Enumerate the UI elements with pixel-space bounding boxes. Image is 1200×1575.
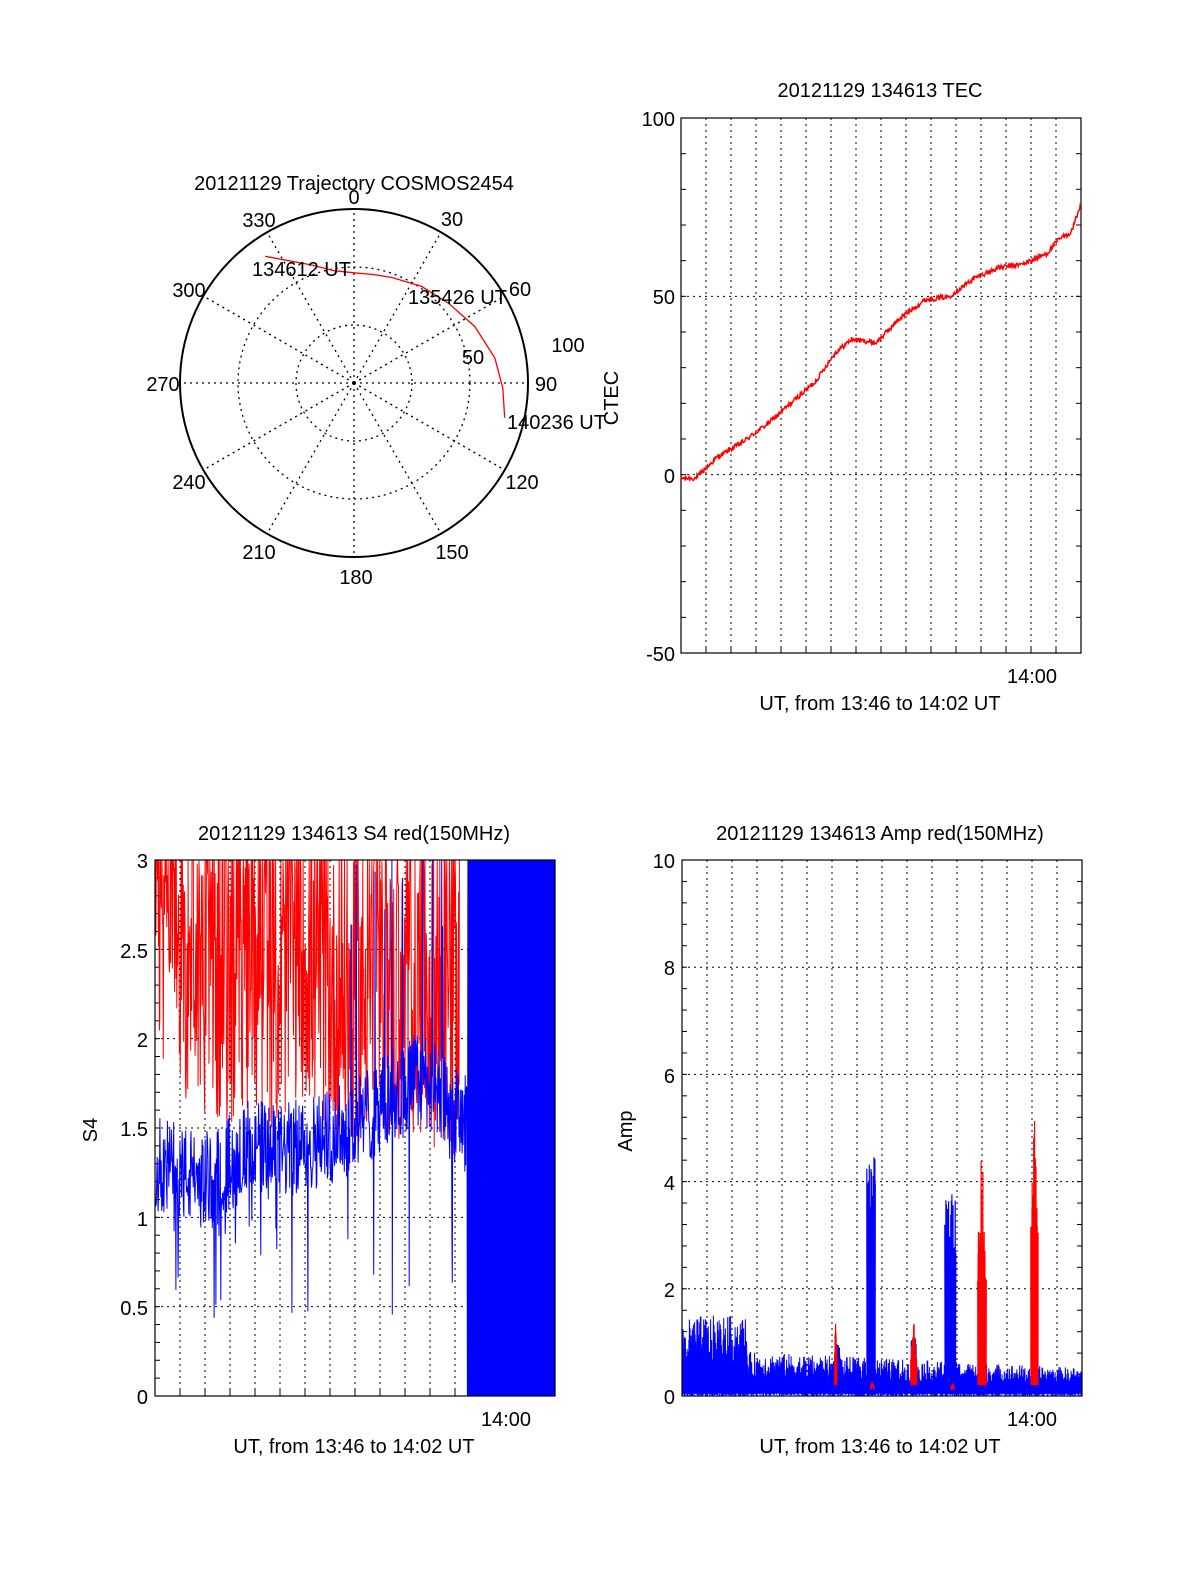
polar-spoke [353, 382, 506, 471]
polar-time-annotations: 134612 UT 135426 UT 140236 UT [252, 259, 606, 434]
tec-ytick-50: 50 [653, 287, 675, 309]
s4-ytick-1.5: 1.5 [120, 1119, 148, 1141]
s4-ytick-2.5: 2.5 [120, 941, 148, 963]
s4-red-series [154, 858, 460, 1167]
amp-chart: 20121129 134613 Amp red(150MHz) 10 8 6 4… [615, 823, 1083, 1458]
amp-ytick-2: 2 [664, 1280, 675, 1302]
polar-spoke [353, 231, 442, 384]
polar-spoke [266, 382, 355, 535]
polar-elevation-ring [295, 324, 413, 442]
s4-red-line [154, 858, 460, 1167]
s4-plot-frame [154, 859, 556, 1397]
tec-chart: 20121129 134613 TEC 100 50 0 -50 14:00 U… [601, 80, 1082, 715]
polar-title: 20121129 Trajectory COSMOS2454 [194, 173, 514, 195]
azimuth-label-0: 0 [348, 187, 359, 209]
amp-blue-series [681, 1157, 1083, 1397]
amp-red-series [833, 1121, 1039, 1391]
amp-red-burst [869, 1381, 875, 1390]
amp-ylabel: Amp [615, 1110, 637, 1151]
s4-ytick-0: 0 [137, 1387, 148, 1409]
s4-ytick-2: 2 [137, 1030, 148, 1052]
tec-ytick-neg50: -50 [646, 644, 675, 666]
tec-plot-frame [680, 117, 1082, 654]
trajectory-line [265, 255, 506, 418]
annotation-135426: 135426 UT [408, 287, 507, 309]
polar-elevation-ring [237, 266, 471, 500]
amp-red-burst [1030, 1121, 1039, 1386]
s4-xtick-1400: 14:00 [481, 1409, 531, 1431]
amp-ytick-10: 10 [653, 851, 675, 873]
azimuth-label-30: 30 [441, 209, 463, 231]
s4-ytick-1: 1 [137, 1209, 148, 1231]
azimuth-label-330: 330 [242, 210, 275, 232]
azimuth-label-180: 180 [339, 567, 372, 589]
tec-ytick-100: 100 [642, 109, 675, 131]
amp-ytick-6: 6 [664, 1066, 675, 1088]
polar-spoke [202, 382, 355, 471]
amp-blue-burst [866, 1157, 876, 1391]
amp-plot-frame [681, 859, 1083, 1397]
annotation-140236: 140236 UT [507, 412, 606, 434]
azimuth-label-90: 90 [535, 374, 557, 396]
amp-xlabel: UT, from 13:46 to 14:02 UT [759, 1436, 1000, 1458]
amp-red-burst [910, 1323, 918, 1386]
amp-ytick-0: 0 [664, 1387, 675, 1409]
tec-xtick-1400: 14:00 [1007, 666, 1057, 688]
tec-ytick-0: 0 [664, 466, 675, 488]
ring-label-100: 100 [551, 335, 584, 357]
amp-ytick-8: 8 [664, 958, 675, 980]
azimuth-label-300: 300 [172, 280, 205, 302]
tec-ylabel: CTEC [601, 371, 623, 425]
amp-red-burst [950, 1383, 955, 1391]
amp-blue-burst [944, 1194, 957, 1391]
annotation-134612: 134612 UT [252, 259, 351, 281]
s4-title: 20121129 134613 S4 red(150MHz) [198, 823, 510, 845]
s4-chart: 20121129 134613 S4 red(150MHz) 3 2.5 2 1… [80, 823, 556, 1458]
s4-xlabel: UT, from 13:46 to 14:02 UT [233, 1436, 474, 1458]
polar-spoke [353, 295, 506, 384]
s4-ylabel: S4 [80, 1118, 102, 1142]
polar-grid [180, 209, 528, 557]
polar-spoke [202, 295, 355, 384]
polar-outer-ring [179, 208, 529, 558]
polar-chart: 20121129 Trajectory COSMOS2454 0 30 60 9… [146, 173, 606, 589]
azimuth-label-120: 120 [505, 472, 538, 494]
tec-series-line [680, 202, 1082, 483]
ring-label-50: 50 [462, 347, 484, 369]
amp-red-burst [977, 1161, 987, 1386]
amp-ytick-4: 4 [664, 1173, 675, 1195]
tec-grid [681, 118, 1081, 653]
azimuth-label-150: 150 [435, 542, 468, 564]
amp-xtick-1400: 14:00 [1007, 1409, 1057, 1431]
s4-ytick-0.5: 0.5 [120, 1298, 148, 1320]
azimuth-label-270: 270 [146, 374, 179, 396]
azimuth-label-210: 210 [242, 542, 275, 564]
tec-title: 20121129 134613 TEC [778, 80, 983, 102]
azimuth-label-60: 60 [509, 279, 531, 301]
polar-spoke [266, 231, 355, 384]
polar-azimuth-labels: 0 30 60 90 120 150 180 210 240 270 300 3… [146, 187, 584, 589]
s4-ytick-3: 3 [137, 851, 148, 873]
polar-spoke [353, 382, 442, 535]
azimuth-label-240: 240 [172, 472, 205, 494]
amp-red-burst [833, 1323, 838, 1386]
amp-grid [682, 860, 1082, 1396]
amp-title: 20121129 134613 Amp red(150MHz) [716, 823, 1044, 845]
amp-blue-noise [681, 1315, 1083, 1397]
tec-xlabel: UT, from 13:46 to 14:02 UT [759, 693, 1000, 715]
